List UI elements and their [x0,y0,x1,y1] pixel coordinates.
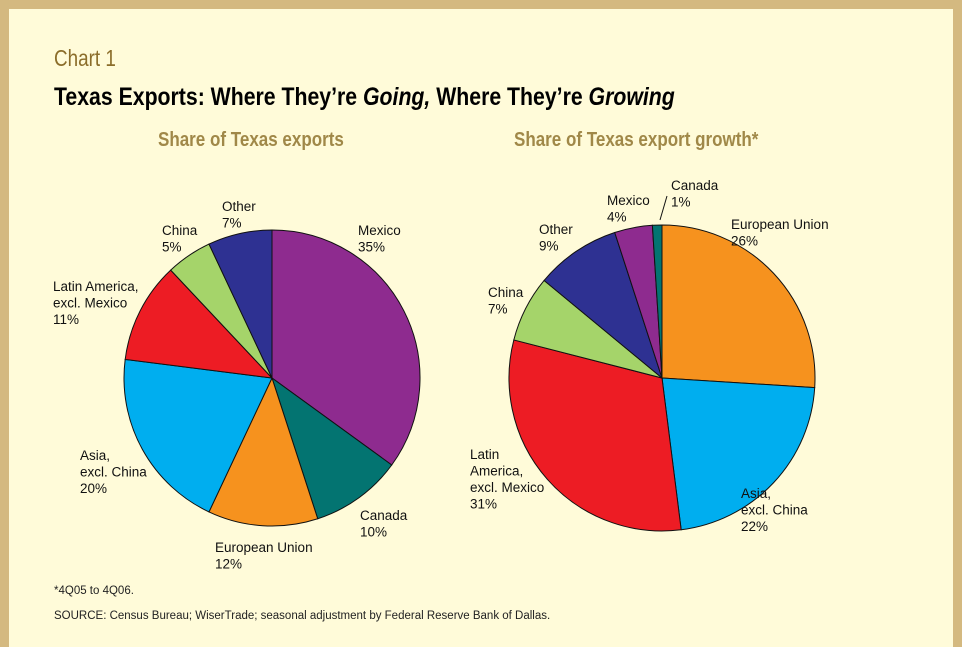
pie-2-leader-line [659,195,668,221]
pie-2-label-latin-america-excl-mexico: Latin America, excl. Mexico 31% [470,447,544,512]
title-part-3: Where They’re [430,83,589,111]
pie-2-slice-other [543,231,664,380]
pie-2-slice-asia-excl-china [661,377,816,531]
pie-2-slice-latin-america-excl-mexico [508,339,682,532]
chart-number-label: Chart 1 [54,45,116,71]
pie-2-label-asia-excl-china: Asia, excl. China 22% [741,486,808,534]
pie-1-label-mexico: Mexico 35% [358,223,401,255]
pie-1-label-other: Other 7% [222,199,256,231]
pie-1-slice-mexico [271,229,421,466]
title-part-1: Texas Exports: Where They’re [54,83,364,111]
pie-1-label-european-union: European Union 12% [215,540,313,572]
footnote: *4Q05 to 4Q06. [54,585,134,597]
pie-1-slice-european-union [208,376,319,527]
pie-1-title: Share of Texas exports [158,129,344,151]
pie-1-label-china: China 5% [162,223,198,255]
pie-1-slice-latin-america-excl-mexico [124,269,274,379]
pie-1-label-canada: Canada 10% [360,508,408,540]
pie-2-label-european-union: European Union 26% [731,217,829,249]
pie-2-slice-european-union [661,224,816,389]
pie-charts: Mexico 35% Canada 10% European Union 12% Asia,… [53,178,829,572]
pie-2-label-china: China 7% [488,285,524,317]
pie-1-slice-other [208,229,273,379]
pie-1-label-latin-america-excl-mexico: Latin America, excl. Mexico 11% [53,279,139,327]
pie-2-label-mexico: Mexico 4% [607,193,650,225]
pie-2-slice-canada [651,224,663,379]
source-note: SOURCE: Census Bureau; WiserTrade; seaso… [54,610,551,622]
title-part-4: Growing [588,83,675,111]
pie-2-label-canada: Canada 1% [671,178,719,210]
pie-1-slice-canada [271,376,393,520]
pie-1-label-asia-excl-china: Asia, excl. China 20% [80,448,147,496]
pie-1-slice-asia-excl-china [123,358,273,513]
pie-2-label-other: Other 9% [539,222,573,254]
page-title: Texas Exports: Where They’re Going, Wher… [54,83,675,112]
title-part-2: Going, [363,83,431,111]
pie-2-title: Share of Texas export growth* [514,129,759,151]
